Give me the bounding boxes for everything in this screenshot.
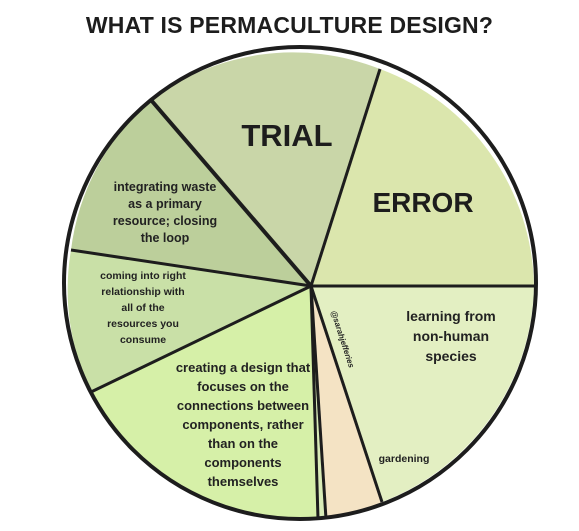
slice-label-line: creating a design that bbox=[176, 360, 311, 375]
slice-divider bbox=[309, 285, 384, 503]
slice-label-4: gardening bbox=[379, 453, 430, 465]
slice-label-line: components, rather bbox=[182, 417, 303, 432]
slice-divider bbox=[149, 98, 313, 288]
slice-label-line: learning from bbox=[406, 308, 495, 324]
slice-label-line: connections between bbox=[177, 398, 309, 413]
slice-label-8: integrating waste as a primary resource; c… bbox=[113, 180, 217, 245]
slice-label-line: resource; closing bbox=[113, 214, 217, 228]
pie-slice-7 bbox=[67, 250, 312, 392]
slice-label-line: all of the bbox=[121, 302, 164, 314]
slice-label-line: the loop bbox=[141, 231, 190, 245]
slice-label-line: as a primary bbox=[128, 197, 202, 211]
slice-label-line: gardening bbox=[379, 453, 430, 465]
slice-label-3: learning from non-human species bbox=[406, 308, 495, 364]
slice-divider bbox=[309, 285, 320, 520]
slice-label-line: relationship with bbox=[101, 286, 184, 298]
slice-label-line: focuses on the bbox=[197, 379, 289, 394]
pie-slice-8 bbox=[71, 100, 311, 286]
slice-label-line: TRIAL bbox=[241, 118, 332, 153]
slice-divider bbox=[90, 284, 312, 394]
page-title: WHAT IS PERMACULTURE DESIGN? bbox=[85, 12, 494, 38]
slice-label-line: ERROR bbox=[372, 187, 473, 218]
pie-slice-1 bbox=[151, 52, 380, 286]
slice-label-line: consume bbox=[120, 334, 166, 346]
slice-divider bbox=[70, 248, 312, 288]
slice-label-line: coming into right bbox=[100, 270, 186, 282]
slice-label-line: species bbox=[425, 348, 477, 364]
slice-label-line: resources you bbox=[107, 318, 179, 330]
slice-label-line: components bbox=[204, 455, 281, 470]
slice-label-7: coming into right relationship with all of… bbox=[100, 270, 186, 346]
slice-label-line: non-human bbox=[413, 328, 489, 344]
slice-label-2: ERROR bbox=[372, 187, 473, 218]
slice-label-line: than on the bbox=[208, 436, 278, 451]
pie-slice-2 bbox=[311, 69, 534, 286]
slice-label-1: TRIAL bbox=[241, 118, 332, 153]
slice-divider bbox=[309, 68, 382, 287]
pie-outline bbox=[62, 45, 538, 521]
slice-label-6: creating a design that focuses on the conn… bbox=[176, 360, 311, 489]
slice-label-line: themselves bbox=[208, 474, 279, 489]
slice-label-line: integrating waste bbox=[114, 180, 217, 194]
pie-slice-3 bbox=[311, 286, 534, 502]
